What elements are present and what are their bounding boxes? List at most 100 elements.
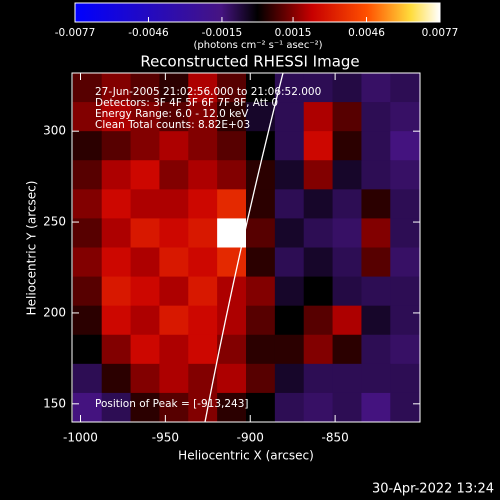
heatmap-cell — [188, 276, 218, 307]
heatmap-cell — [332, 189, 362, 219]
heatmap-cell — [332, 73, 362, 103]
heatmap-cell — [246, 73, 276, 103]
heatmap-cell — [361, 363, 391, 394]
heatmap-cell — [130, 189, 160, 219]
plot-frame — [71, 72, 421, 423]
heatmap-cell — [332, 247, 362, 278]
heatmap-cell — [101, 218, 132, 248]
heatmap-cell — [390, 102, 420, 132]
y-tick-label: 200 — [43, 305, 66, 319]
annotation: Clean Total counts: 8.82E+03 — [95, 119, 250, 131]
timestamp: 30-Apr-2022 13:24 — [372, 482, 494, 497]
heatmap-cell — [130, 73, 160, 103]
heatmap-cell — [72, 189, 103, 219]
x-tick-label: -1000 — [63, 431, 98, 445]
heatmap-cell — [130, 102, 160, 132]
heatmap-cell — [332, 131, 362, 161]
heatmap-cell — [72, 334, 103, 365]
heatmap-cell — [246, 392, 276, 422]
heatmap-cell — [130, 131, 160, 161]
heatmap-cell — [130, 334, 160, 365]
heatmap-cell — [159, 334, 189, 365]
heatmap-cell — [332, 218, 362, 248]
heatmap-cell — [274, 247, 305, 278]
heatmap-cell — [101, 305, 132, 336]
heatmap-cell — [390, 334, 420, 365]
peak-label: Position of Peak = [-913,243] — [95, 398, 249, 410]
heatmap-cell — [101, 392, 132, 422]
heatmap-cell — [361, 102, 391, 132]
heatmap-cell — [246, 189, 276, 219]
heatmap-cell — [303, 73, 334, 103]
colorbar-label: (photons cm⁻² s⁻¹ asec⁻²) — [193, 40, 322, 51]
heatmap-cell — [188, 102, 218, 132]
heatmap-cell — [332, 160, 362, 190]
heatmap-cell — [101, 73, 132, 103]
heatmap-cell — [130, 218, 160, 248]
heatmap-cell — [130, 392, 160, 422]
annotation: Energy Range: 6.0 - 12.0 keV — [95, 108, 249, 120]
annotation: 27-Jun-2005 21:02:56.000 to 21:06:52.000 — [95, 86, 321, 98]
heatmap-cell — [159, 73, 189, 103]
heatmap-cell — [303, 189, 334, 219]
heatmap-cell — [332, 276, 362, 307]
heatmap-cell — [274, 131, 305, 161]
heatmap-cell — [246, 334, 276, 365]
heatmap-cell — [274, 218, 305, 248]
heatmap-cell — [246, 102, 276, 132]
heatmap-cell — [390, 247, 420, 278]
heatmap-cell — [188, 189, 218, 219]
heatmap-cell — [101, 334, 132, 365]
heatmap-cell — [217, 363, 247, 394]
heatmap-cell — [101, 247, 132, 278]
heatmap-cell — [217, 102, 247, 132]
heatmap-cell — [72, 160, 103, 190]
chart-title: Reconstructed RHESSI Image — [140, 53, 359, 71]
heatmap-cell — [188, 305, 218, 336]
heatmap-cell — [159, 392, 189, 422]
heatmap-cell — [101, 102, 132, 132]
colorbar-tick-label: -0.0077 — [55, 27, 96, 39]
heatmap-cell — [274, 392, 305, 422]
heatmap-cell — [361, 276, 391, 307]
heatmap-cell — [72, 102, 103, 132]
heatmap-cell — [361, 247, 391, 278]
heatmap-cell — [274, 334, 305, 365]
heatmap-cell — [159, 102, 189, 132]
heatmap-cell — [130, 160, 160, 190]
heatmap-cell — [72, 247, 103, 278]
heatmap-cell — [361, 73, 391, 103]
heatmap-cell — [390, 392, 420, 422]
heatmap-cell — [246, 131, 276, 161]
heatmap-cell — [390, 276, 420, 307]
heatmap-cell — [274, 189, 305, 219]
colorbar — [74, 2, 441, 23]
heatmap-cell — [188, 334, 218, 365]
heatmap-cell — [72, 218, 103, 248]
heatmap-cell — [101, 189, 132, 219]
heatmap-cell — [390, 218, 420, 248]
heatmap-cell — [390, 73, 420, 103]
heatmap-cell — [101, 160, 132, 190]
heatmap-cell — [303, 160, 334, 190]
heatmap-cell — [390, 160, 420, 190]
heatmap-cell — [390, 305, 420, 336]
x-tick-label: -850 — [322, 431, 349, 445]
heatmap-cell — [332, 334, 362, 365]
heatmap-cell — [159, 305, 189, 336]
heatmap-cell — [159, 363, 189, 394]
colorbar-tick-label: 0.0015 — [275, 27, 312, 39]
heatmap-cell — [274, 160, 305, 190]
colorbar-tick-label: 0.0046 — [348, 27, 385, 39]
heatmap — [72, 73, 420, 422]
heatmap-cell — [159, 131, 189, 161]
heatmap-cell — [332, 392, 362, 422]
heatmap-cell — [72, 392, 103, 422]
heatmap-cell — [246, 218, 276, 248]
y-tick-label: 300 — [43, 124, 66, 138]
heatmap-cell — [130, 363, 160, 394]
heatmap-cell — [332, 305, 362, 336]
heatmap-cell — [130, 305, 160, 336]
heatmap-cell — [361, 218, 391, 248]
